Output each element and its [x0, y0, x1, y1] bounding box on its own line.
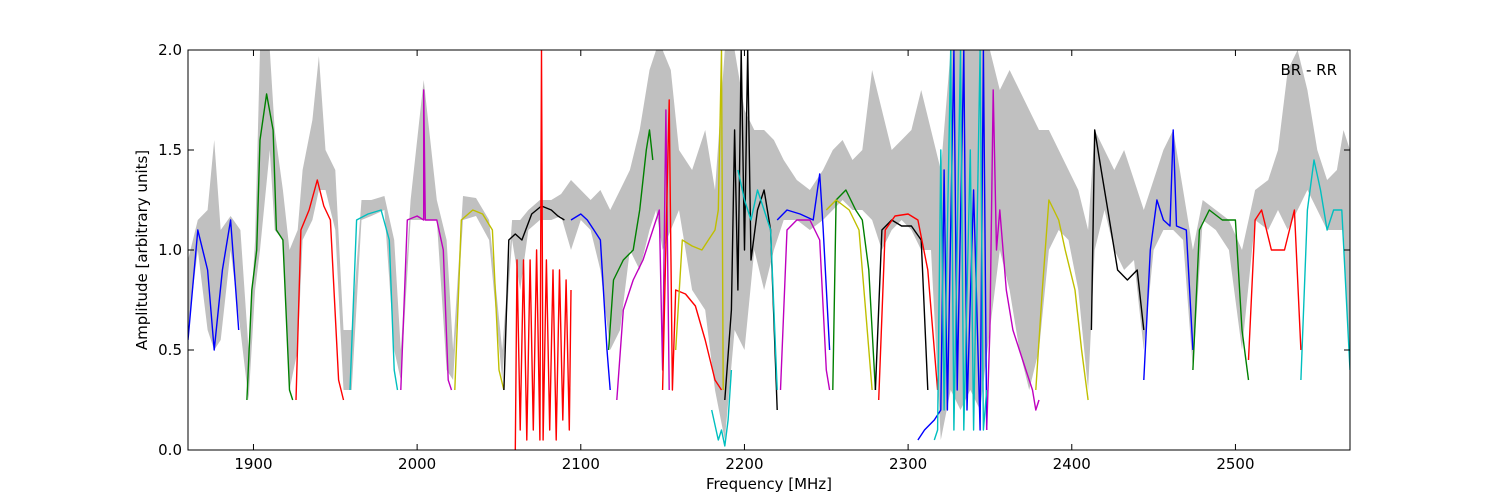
y-tick-label: 1.5 — [158, 141, 182, 159]
series-line-25 — [986, 89, 1040, 431]
series-line-6 — [454, 209, 505, 391]
series-line-4 — [349, 209, 399, 391]
tick-layer: 1900 2000 2100 2200 2300 2400 2500 0.0 0.5 1.0 1.5… — [158, 41, 1350, 473]
series-line-9 — [570, 213, 611, 391]
series-line-22 — [878, 213, 939, 401]
series-line-11 — [616, 109, 670, 401]
series-line-20 — [825, 199, 873, 391]
series-line-31 — [1300, 159, 1350, 381]
x-tick-label: 1900 — [234, 455, 272, 473]
series-line-7 — [503, 205, 565, 391]
x-tick-label: 2300 — [889, 455, 927, 473]
series-line-13 — [675, 50, 724, 391]
series-line-10 — [607, 129, 654, 351]
series-annotation: BR - RR — [1280, 61, 1337, 79]
y-tick-label: 0.5 — [158, 341, 182, 359]
x-tick-label: 2400 — [1053, 455, 1091, 473]
x-tick-label: 2000 — [398, 455, 436, 473]
x-tick-label: 2500 — [1216, 455, 1254, 473]
series-line-12 — [661, 99, 723, 391]
series-line-23 — [917, 50, 988, 441]
series-line-30 — [1247, 209, 1302, 361]
series-line-14 — [711, 369, 733, 447]
envelope-layer — [188, 50, 1350, 440]
series-line-17 — [779, 219, 831, 391]
series-line-1 — [188, 219, 240, 351]
x-tick-label: 2100 — [562, 455, 600, 473]
y-tick-label: 0.0 — [158, 441, 182, 459]
y-tick-label: 1.0 — [158, 241, 182, 259]
x-tick-label: 2200 — [725, 455, 763, 473]
series-line-5 — [400, 89, 453, 391]
series-line-29 — [1192, 209, 1250, 381]
series-line-24 — [933, 50, 988, 441]
x-axis-label: Frequency [MHz] — [706, 475, 832, 493]
series-line-26 — [1035, 199, 1089, 401]
series-line-28 — [1143, 129, 1194, 381]
envelope-band — [188, 50, 1350, 440]
y-axis-label: Amplitude [arbitrary units] — [133, 150, 151, 350]
series-line-8 — [514, 50, 572, 450]
series-line-2 — [246, 93, 294, 401]
series-line-16 — [737, 169, 778, 391]
y-tick-label: 2.0 — [158, 41, 182, 59]
series-line-18 — [776, 173, 831, 351]
series-layer — [188, 50, 1350, 450]
series-line-3 — [295, 179, 345, 401]
series-line-27 — [1090, 129, 1145, 331]
series-line-15 — [724, 50, 778, 411]
